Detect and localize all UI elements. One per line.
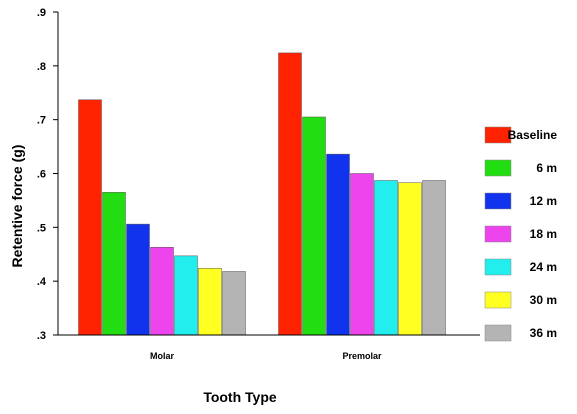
x-category-label: Molar [150,351,175,361]
bar-molar-12m [126,223,150,336]
y-tick-label: .5 [37,222,46,234]
y-tick-label: .3 [37,330,46,342]
x-category-label: Premolar [342,351,382,361]
x-axis: Molar Premolar [58,334,480,361]
legend: Baseline 6 m 12 m 18 m 24 m 30 m 36 m [484,126,558,342]
legend-swatch [484,192,512,210]
bar-premolar-24m [374,180,398,336]
legend-label: Baseline [508,128,558,142]
bar-premolar-18m [350,173,374,336]
bars [78,52,446,336]
legend-label: 36 m [530,326,557,340]
legend-label: 12 m [530,194,557,208]
legend-swatch [484,159,512,177]
legend-swatch [484,258,512,276]
bar-molar-30m [198,267,222,336]
bar-premolar-36m [422,180,446,336]
bar-premolar-6m [302,116,326,336]
bar-molar-18m [150,247,174,336]
y-tick-label: .9 [37,7,46,19]
legend-swatch [484,126,512,144]
y-tick-label: .8 [37,61,46,73]
bar-molar-24m [174,255,198,336]
y-tick-label: .4 [37,276,47,288]
legend-swatch [484,324,512,342]
bar-premolar-12m [326,153,350,336]
bar-premolar-baseline [278,52,302,336]
legend-label: 30 m [530,293,557,307]
legend-label: 18 m [530,227,557,241]
legend-swatch [484,225,512,243]
y-tick-label: .7 [37,115,46,127]
x-axis-label: Tooth Type [203,389,277,405]
legend-swatch [484,291,512,309]
legend-label: 6 m [536,161,557,175]
y-axis-label: Retentive force (g) [9,145,25,268]
y-axis: .3 .4 .5 .6 .7 .8 .9 [37,7,59,342]
legend-label: 24 m [530,260,557,274]
bar-molar-6m [102,192,126,336]
bar-premolar-30m [398,182,422,336]
y-tick-label: .6 [37,169,46,181]
bar-molar-36m [222,271,246,336]
bar-molar-baseline [78,99,102,336]
